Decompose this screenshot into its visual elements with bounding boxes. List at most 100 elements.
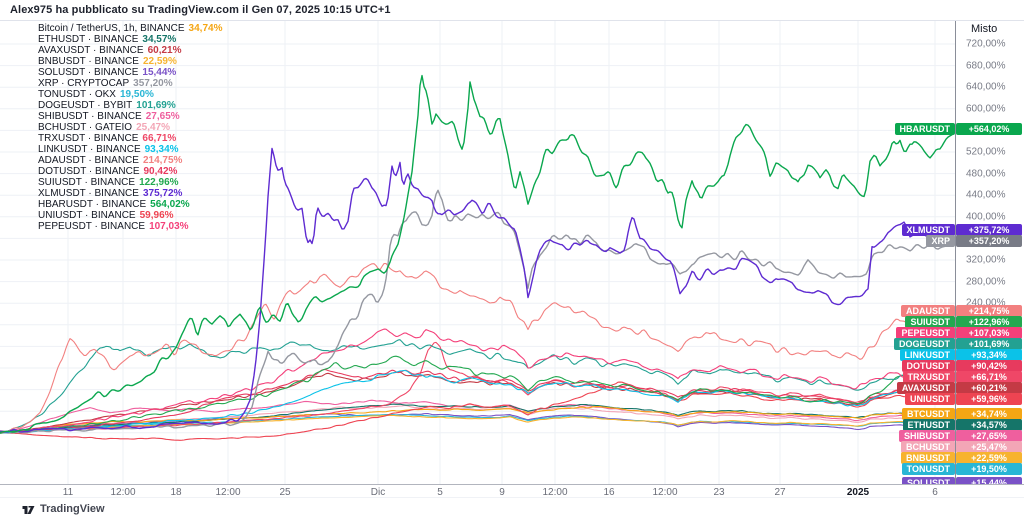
legend-change-value: 564,02% xyxy=(150,199,190,210)
legend-row-8[interactable]: SHIBUSDT · BINANCE 27,65% xyxy=(38,111,222,122)
price-tick-320: 320,00% xyxy=(966,254,1006,266)
series-line-xrp[interactable] xyxy=(0,189,955,434)
legend-row-2[interactable]: AVAXUSDT · BINANCE 60,21% xyxy=(38,45,222,56)
legend-symbol[interactable]: AVAXUSDT · BINANCE xyxy=(38,45,144,56)
legend-row-1[interactable]: ETHUSDT · BINANCE 34,57% xyxy=(38,34,222,45)
legend-change-value: 66,71% xyxy=(142,133,177,144)
time-tick-16: 16 xyxy=(603,487,615,498)
legend-row-5[interactable]: XRP · CRYPTOCAP 357,20% xyxy=(38,78,222,89)
legend-symbol[interactable]: PEPEUSDT · BINANCE xyxy=(38,221,146,232)
price-label-value-linkusdt: +93,34% xyxy=(956,349,1022,361)
legend-row-15[interactable]: XLMUSDT · BINANCE 375,72% xyxy=(38,188,222,199)
series-line-hbarusdt[interactable] xyxy=(0,74,955,433)
chart-canvas[interactable] xyxy=(0,21,955,484)
series-line-suiusdt[interactable] xyxy=(0,355,955,434)
price-label-value-btcusdt: +34,74% xyxy=(956,408,1022,420)
legend-row-0[interactable]: Bitcoin / TetherUS, 1h, BINANCE 34,74% xyxy=(38,23,222,34)
legend-symbol[interactable]: HBARUSDT · BINANCE xyxy=(38,199,147,210)
series-line-xlmusdt[interactable] xyxy=(0,147,955,433)
price-label-value-solusdt: +15,44% xyxy=(956,477,1022,484)
series-line-btcusdt[interactable] xyxy=(0,406,955,434)
legend-change-value: 90,42% xyxy=(143,166,178,177)
legend-symbol[interactable]: SOLUSDT · BINANCE xyxy=(38,67,139,78)
series-line-adausdt[interactable] xyxy=(0,262,955,433)
chart-plot-area[interactable] xyxy=(0,21,956,484)
price-tick-240: 240,00% xyxy=(966,297,1006,309)
legend-symbol[interactable]: BCHUSDT · GATEIO xyxy=(38,122,133,133)
series-line-uniusdt[interactable] xyxy=(0,381,954,441)
price-label-value-uniusdt: +59,96% xyxy=(956,393,1022,405)
legend-change-value: 93,34% xyxy=(144,144,179,155)
legend-row-4[interactable]: SOLUSDT · BINANCE 15,44% xyxy=(38,67,222,78)
price-label-value-ethusdt: +34,57% xyxy=(956,419,1022,431)
series-line-solusdt[interactable] xyxy=(0,412,955,434)
legend-symbol[interactable]: ADAUSDT · BINANCE xyxy=(38,155,139,166)
legend-symbol[interactable]: DOGEUSDT · BYBIT xyxy=(38,100,133,111)
legend-symbol[interactable]: TONUSDT · OKX xyxy=(38,89,116,100)
price-tick-720: 720,00% xyxy=(966,38,1006,50)
price-label-value-bchusdt: +25,47% xyxy=(956,441,1022,453)
price-label-value-shibusdt: +27,65% xyxy=(956,430,1022,442)
series-line-bnbusdt[interactable] xyxy=(0,414,955,434)
series-line-linkusdt[interactable] xyxy=(0,369,955,434)
legend-row-11[interactable]: LINKUSDT · BINANCE 93,34% xyxy=(38,144,222,155)
legend-row-12[interactable]: ADAUSDT · BINANCE 214,75% xyxy=(38,155,222,166)
price-label-value-tonusdt: +19,50% xyxy=(956,463,1022,475)
legend-symbol[interactable]: BNBUSDT · BINANCE xyxy=(38,56,139,67)
legend-change-value: 25,47% xyxy=(136,122,171,133)
legend-row-17[interactable]: UNIUSDT · BINANCE 59,96% xyxy=(38,210,222,221)
price-label-value-suiusdt: +122,96% xyxy=(956,316,1022,328)
price-label-value-trxusdt: +66,71% xyxy=(956,371,1022,383)
published-by-text: Alex975 ha pubblicato su TradingView.com… xyxy=(10,4,391,16)
legend-change-value: 122,96% xyxy=(139,177,179,188)
legend-row-9[interactable]: BCHUSDT · GATEIO 25,47% xyxy=(38,122,222,133)
legend-symbol[interactable]: ETHUSDT · BINANCE xyxy=(38,34,139,45)
legend-change-value: 214,75% xyxy=(142,155,183,166)
time-tick-18: 18 xyxy=(170,487,182,498)
legend-change-value: 101,69% xyxy=(136,100,176,111)
legend-row-6[interactable]: TONUSDT · OKX 19,50% xyxy=(38,89,222,100)
legend-symbol[interactable]: SUIUSDT · BINANCE xyxy=(38,177,136,188)
legend-symbol[interactable]: TRXUSDT · BINANCE xyxy=(38,133,139,144)
series-line-pepeusdt[interactable] xyxy=(0,328,954,434)
legend-row-16[interactable]: HBARUSDT · BINANCE 564,02% xyxy=(38,199,222,210)
legend-row-7[interactable]: DOGEUSDT · BYBIT 101,69% xyxy=(38,100,222,111)
time-tick-5: 5 xyxy=(437,487,443,498)
time-tick-27: 27 xyxy=(774,487,786,498)
price-label-value-dotusdt: +90,42% xyxy=(956,360,1022,372)
price-label-value-hbarusdt: +564,02% xyxy=(956,123,1022,135)
legend-symbol[interactable]: SHIBUSDT · BINANCE xyxy=(38,111,142,122)
legend-symbol[interactable]: XRP · CRYPTOCAP xyxy=(38,78,130,89)
legend-symbol[interactable]: DOTUSDT · BINANCE xyxy=(38,166,140,177)
price-label-value-pepeusdt: +107,03% xyxy=(956,327,1022,339)
price-label-value-avaxusdt: +60,21% xyxy=(956,382,1022,394)
legend-row-14[interactable]: SUIUSDT · BINANCE 122,96% xyxy=(38,177,222,188)
legend-row-13[interactable]: DOTUSDT · BINANCE 90,42% xyxy=(38,166,222,177)
legend-change-value: 27,65% xyxy=(145,111,180,122)
time-tick-6: 6 xyxy=(932,487,938,498)
legend-symbol[interactable]: UNIUSDT · BINANCE xyxy=(38,210,136,221)
legend-symbol[interactable]: Bitcoin / TetherUS, 1h, BINANCE xyxy=(38,23,185,34)
price-label-value-xrp: +357,20% xyxy=(956,235,1022,247)
time-tick-11: 11 xyxy=(62,487,74,498)
legend-row-18[interactable]: PEPEUSDT · BINANCE 107,03% xyxy=(38,221,222,232)
legend-change-value: 107,03% xyxy=(149,221,189,232)
legend-symbol[interactable]: LINKUSDT · BINANCE xyxy=(38,144,141,155)
legend-change-value: 22,59% xyxy=(142,56,177,67)
time-tick-25: 25 xyxy=(279,487,291,498)
time-tick-2025: 2025 xyxy=(846,487,870,498)
legend-row-3[interactable]: BNBUSDT · BINANCE 22,59% xyxy=(38,56,222,67)
legend-change-value: 357,20% xyxy=(133,78,173,89)
price-tick-680: 680,00% xyxy=(966,60,1006,72)
time-axis[interactable]: 11 12:00 18 12:00 25 Dic 5 9 12:00 16 12:00 23 27 202… xyxy=(0,484,1024,498)
price-scale-mode-label: Misto xyxy=(971,23,998,35)
price-label-value-adausdt: +214,75% xyxy=(956,305,1022,317)
series-line-dotusdt[interactable] xyxy=(0,368,955,434)
series-line-trxusdt[interactable] xyxy=(0,341,955,434)
legend-symbol[interactable]: XLMUSDT · BINANCE xyxy=(38,188,139,199)
price-tick-600: 600,00% xyxy=(966,103,1006,115)
tradingview-logo-link[interactable]: TradingView xyxy=(22,503,105,515)
price-axis[interactable]: Misto 720,00% 680,00% 640,00% 600,00% 520,00… xyxy=(956,21,1024,484)
price-tick-280: 280,00% xyxy=(966,276,1006,288)
legend-row-10[interactable]: TRXUSDT · BINANCE 66,71% xyxy=(38,133,222,144)
